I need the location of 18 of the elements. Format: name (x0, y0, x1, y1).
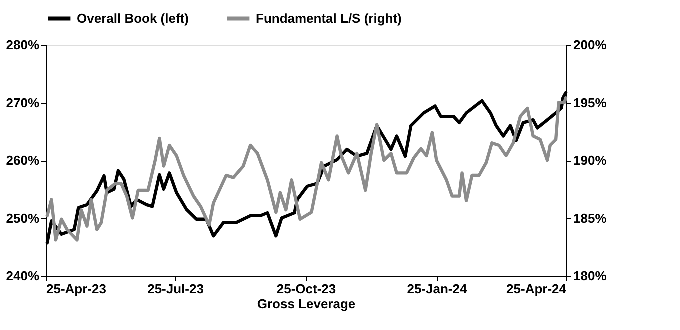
y2-tick-label: 190% (574, 153, 608, 168)
y2-tick-label: 200% (574, 38, 608, 52)
y-tick-label: 280% (6, 38, 40, 52)
y2-tick-label: 195% (574, 95, 608, 110)
x-tick-label: 25-Apr-23 (46, 282, 106, 296)
legend-label: Fundamental L/S (right) (256, 10, 402, 26)
y-tick-label: 270% (6, 95, 40, 110)
y2-tick-label: 180% (574, 268, 608, 284)
y-tick-label: 240% (6, 268, 40, 284)
x-axis-title: Gross Leverage (257, 296, 356, 312)
legend-label: Overall Book (left) (77, 10, 189, 26)
y2-tick-label: 185% (574, 210, 608, 226)
x-tick-label: 25-Jul-23 (148, 282, 204, 296)
x-tick-label: 25-Jan-24 (407, 282, 468, 296)
y-tick-label: 250% (6, 210, 40, 226)
x-tick-label: 25-Apr-24 (506, 282, 568, 296)
y-tick-label: 260% (6, 153, 40, 168)
x-tick-label: 25-Oct-23 (276, 282, 336, 296)
